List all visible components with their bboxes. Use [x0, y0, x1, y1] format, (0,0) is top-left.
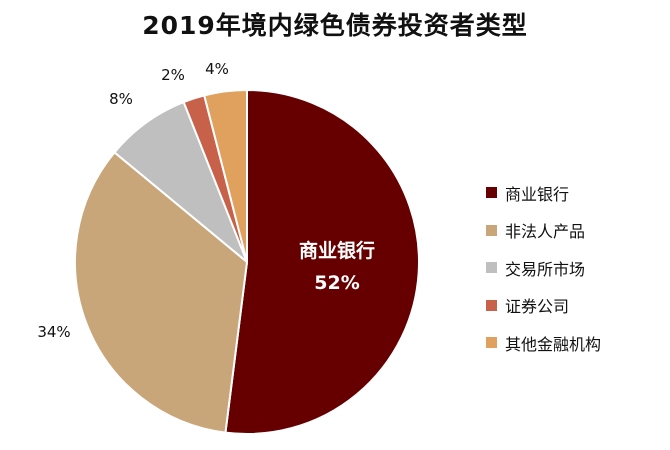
chart-title: 2019年境内绿色债券投资者类型 — [142, 11, 528, 40]
pie-slice-1 — [224, 88, 420, 435]
legend-label: 交易所市场 — [505, 259, 586, 279]
legend-item-3: 交易所市场 — [486, 249, 666, 287]
slice-value-label-2: 34% — [37, 323, 70, 341]
legend-swatch — [486, 299, 497, 311]
pie-slice-2 — [74, 150, 249, 434]
legend-label: 商业银行 — [505, 184, 570, 204]
legend-item-4: 证券公司 — [486, 287, 666, 325]
slice-value-label-3: 8% — [109, 90, 133, 108]
legend-swatch — [486, 337, 497, 349]
legend-swatch — [486, 224, 497, 236]
inner-slice-label: 商业银行 — [299, 239, 375, 262]
legend: 商业银行非法人产品交易所市场证券公司其他金融机构 — [486, 174, 666, 362]
legend-item-1: 商业银行 — [486, 174, 666, 212]
legend-label: 其他金融机构 — [505, 334, 602, 354]
legend-item-2: 非法人产品 — [486, 212, 666, 250]
slice-value-label-4: 2% — [161, 66, 185, 84]
legend-swatch — [486, 187, 497, 199]
legend-swatch — [486, 262, 497, 274]
pie-slice-5 — [203, 88, 248, 263]
inner-slice-value-label: 52% — [314, 272, 359, 294]
legend-label: 非法人产品 — [505, 222, 586, 242]
legend-label: 证券公司 — [505, 297, 570, 317]
legend-item-5: 其他金融机构 — [486, 324, 666, 362]
slice-value-label-5: 4% — [205, 60, 229, 78]
